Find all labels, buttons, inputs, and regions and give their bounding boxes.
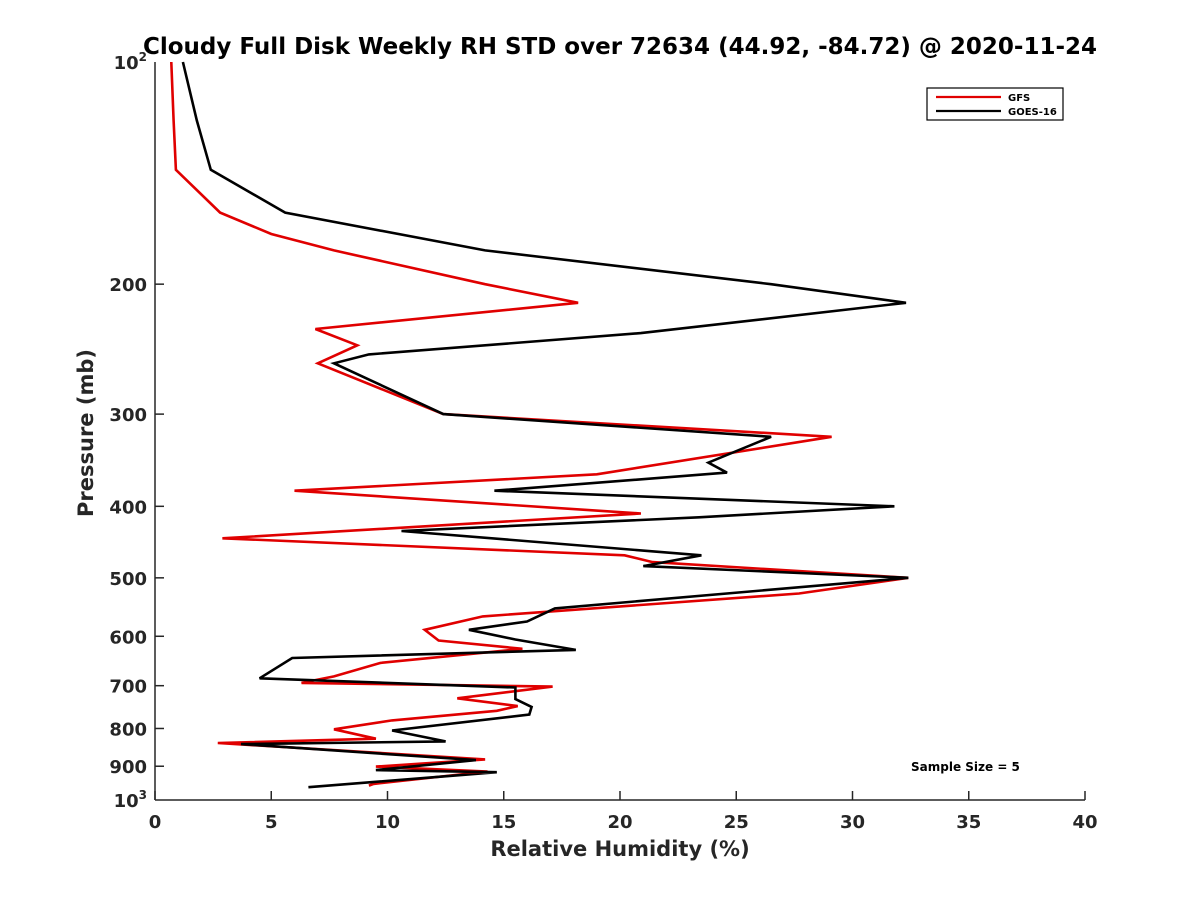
x-tick-label: 30 — [840, 812, 865, 833]
x-tick-label: 5 — [265, 812, 278, 833]
x-tick-label: 40 — [1072, 812, 1097, 833]
series-line-goes16 — [181, 61, 909, 789]
x-tick-label: 10 — [375, 812, 400, 833]
series-layer — [170, 61, 909, 789]
y-tick-label: 102 — [114, 50, 147, 74]
x-axis-label: Relative Humidity (%) — [490, 837, 749, 861]
plot-area — [155, 62, 1085, 800]
y-tick-label: 200 — [109, 275, 147, 296]
x-tick-label: 20 — [607, 812, 632, 833]
chart-title: Cloudy Full Disk Weekly RH STD over 7263… — [143, 34, 1097, 60]
y-tick-label: 700 — [109, 677, 147, 698]
sample-size-annotation: Sample Size = 5 — [911, 760, 1020, 774]
x-axis-ticks: 0 5 10 15 20 25 30 35 40 — [149, 791, 1098, 833]
y-tick-label: 500 — [109, 569, 147, 590]
x-tick-label: 25 — [724, 812, 749, 833]
x-tick-label: 0 — [149, 812, 162, 833]
y-axis-label: Pressure (mb) — [74, 349, 98, 517]
y-tick-label: 900 — [109, 757, 147, 778]
x-tick-label: 15 — [491, 812, 516, 833]
y-tick-label: 800 — [109, 719, 147, 740]
series-line-gfs — [170, 61, 909, 787]
legend-label-goes16: GOES-16 — [1008, 107, 1057, 118]
y-tick-label: 300 — [109, 405, 147, 426]
y-tick-label: 600 — [109, 627, 147, 648]
legend-label-gfs: GFS — [1008, 93, 1030, 104]
legend-box — [926, 87, 1064, 121]
y-tick-label: 103 — [114, 788, 147, 812]
y-tick-label: 400 — [109, 497, 147, 518]
y-axis-ticks: 102 200 300 400 500 600 700 800 900 103 — [109, 50, 164, 812]
x-tick-label: 35 — [956, 812, 981, 833]
legend: GFS GOES-16 — [926, 87, 1064, 121]
